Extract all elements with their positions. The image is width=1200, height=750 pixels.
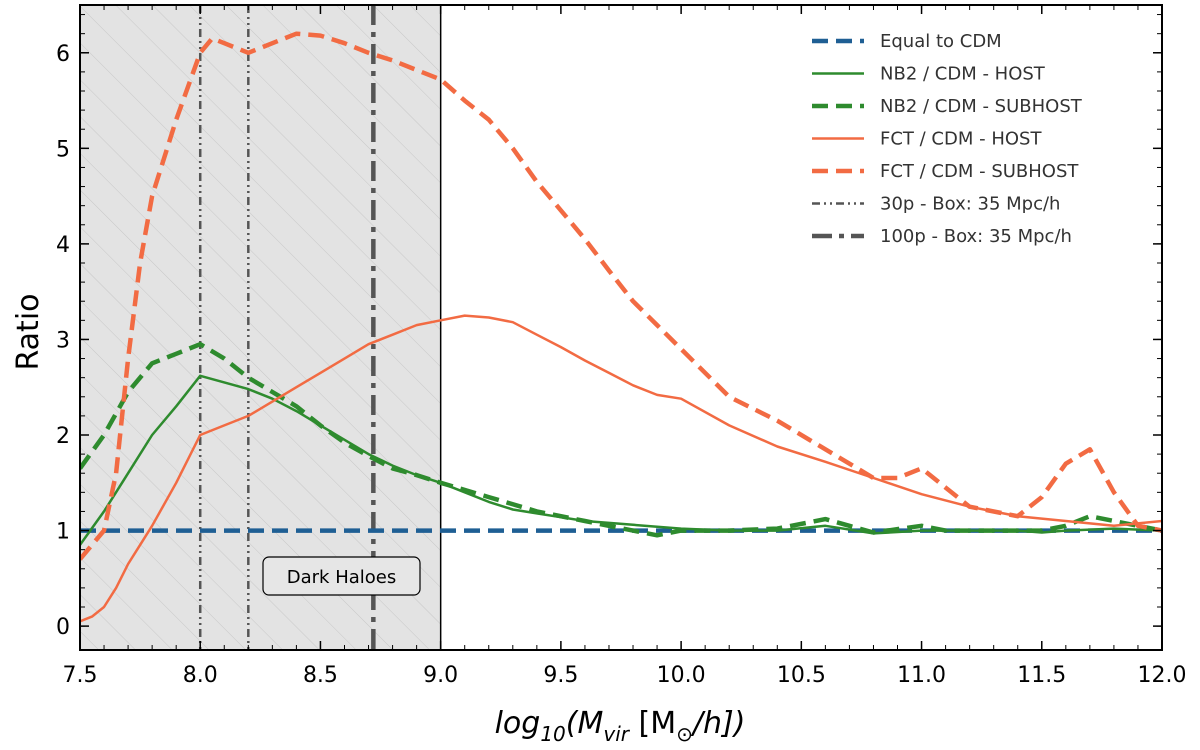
x-tick-label: 9.5 (543, 663, 578, 688)
legend-label-nb2-cdm-host: NB2 / CDM - HOST (880, 64, 1046, 85)
y-tick-label: 2 (56, 424, 70, 449)
x-tick-label: 11.5 (1017, 663, 1066, 688)
x-tick-label: 8.0 (183, 663, 218, 688)
legend-label-fct-cdm-host: FCT / CDM - HOST (880, 129, 1042, 150)
x-tick-label: 10.0 (657, 663, 706, 688)
legend-label-100p-box-35-mpc-h: 100p - Box: 35 Mpc/h (880, 226, 1072, 247)
dark-haloes-hatch (80, 5, 441, 650)
x-tick-label: 12.0 (1138, 663, 1187, 688)
annotation-dark-haloes: Dark Haloes (287, 567, 396, 588)
legend-label-equal-to-cdm: Equal to CDM (880, 31, 1002, 52)
legend: Equal to CDM NB2 / CDM - HOST NB2 / CDM - … (812, 31, 1083, 247)
series-fct-cdm-subhost (80, 31, 1162, 561)
y-tick-label: 6 (56, 42, 70, 67)
x-tick-label: 10.5 (777, 663, 826, 688)
legend-label-fct-cdm-subhost: FCT / CDM - SUBHOST (880, 161, 1079, 182)
series-nb2-cdm-host (80, 374, 1162, 546)
y-tick-label: 5 (56, 137, 70, 162)
x-tick-label: 11.0 (897, 663, 946, 688)
y-tick-label: 4 (56, 233, 70, 258)
x-tick-label: 9.0 (423, 663, 458, 688)
y-axis-label: Ratio (11, 293, 46, 370)
annotation-box: Dark Haloes (262, 556, 421, 596)
series-fct-cdm-host (80, 314, 1162, 623)
x-tick-label: 7.5 (63, 663, 98, 688)
x-tick-label: 8.5 (303, 663, 338, 688)
legend-label-nb2-cdm-subhost: NB2 / CDM - SUBHOST (880, 96, 1083, 117)
y-tick-label: 0 (56, 615, 70, 640)
y-tick-label: 1 (56, 520, 70, 545)
x-axis-label: log10(Mvir [M⊙/h]) (495, 706, 746, 746)
legend-label-30p-box-35-mpc-h: 30p - Box: 35 Mpc/h (880, 194, 1060, 215)
series-nb2-cdm-subhost (80, 341, 1162, 538)
y-tick-label: 3 (56, 328, 70, 353)
plot-frame (79, 4, 1163, 651)
